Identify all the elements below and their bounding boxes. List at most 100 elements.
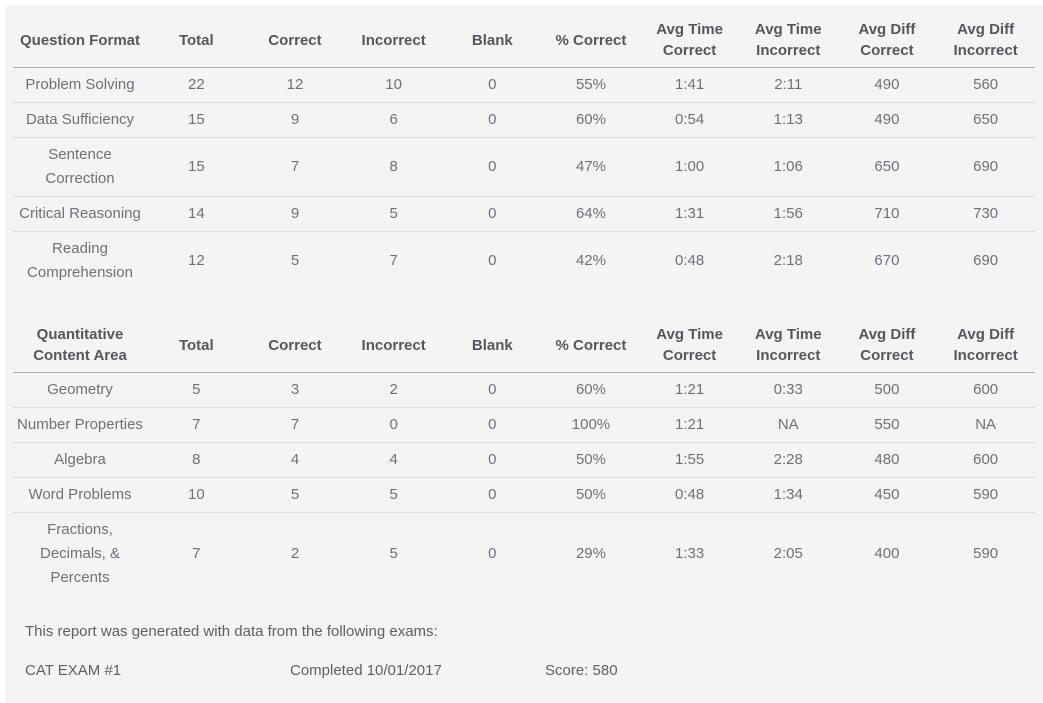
table-cell: 2:05: [773, 545, 803, 562]
table-row: Data Sufficiency 15 9 6 0 60% 0:54 1:13 490 650: [13, 102, 1035, 138]
table-cell: 1:31: [640, 196, 739, 232]
table-cell: 100%: [541, 407, 641, 443]
table-cell: 12: [245, 67, 345, 103]
table-cell: 0: [442, 196, 542, 232]
table-cell: 55%: [541, 67, 641, 103]
column-header: Avg Time Correct: [640, 318, 739, 373]
header-row: Quantitative Content Area Total Correct Inc…: [13, 318, 1035, 373]
table-cell: 0: [488, 252, 497, 269]
table-cell: 7: [245, 407, 345, 443]
table-cell: 0: [442, 477, 542, 513]
table-cell: 8: [344, 137, 443, 197]
row-label: Fractions, Decimals, & Percents: [39, 521, 121, 586]
column-header: Blank: [442, 13, 542, 68]
table-cell: 490: [837, 102, 937, 138]
exam-score: Score: 580: [545, 662, 618, 679]
table-cell: 0: [488, 545, 497, 562]
row-label: Critical Reasoning: [13, 196, 147, 232]
table-cell: 730: [936, 196, 1035, 232]
row-label: Reading Comprehension: [27, 240, 133, 281]
exam-row: CAT EXAM #1 Completed 10/01/2017 Score: …: [25, 660, 1035, 681]
table-cell: 22: [147, 67, 246, 103]
column-header: Blank: [442, 318, 542, 373]
table-cell: 690: [936, 137, 1035, 197]
table-cell: 0: [442, 407, 542, 443]
row-label: Number Properties: [13, 407, 147, 443]
table-cell: 2: [344, 372, 443, 408]
table-cell: 600: [936, 442, 1035, 478]
column-header: Avg Time Incorrect: [738, 13, 838, 68]
table-row: Algebra 8 4 4 0 50% 1:55 2:28 480 600: [13, 442, 1035, 478]
table-cell: 4: [344, 442, 443, 478]
table-row: Word Problems 10 5 5 0 50% 0:48 1:34 450 590: [13, 477, 1035, 513]
column-header: Incorrect: [344, 13, 443, 68]
table-cell: 1:33: [675, 545, 705, 562]
table-row: Critical Reasoning 14 9 5 0 64% 1:31 1:56 710 730: [13, 196, 1035, 232]
column-header: Avg Diff Incorrect: [936, 318, 1035, 373]
row-label: Data Sufficiency: [13, 102, 147, 138]
header-row: Question Format Total Correct Incorrect Blan…: [13, 13, 1035, 68]
column-header: Correct: [245, 13, 345, 68]
table-cell: 5: [389, 545, 398, 562]
table-row: Fractions, Decimals, & Percents 7 2 5 0 29% 1:…: [13, 513, 1035, 596]
table-cell: 15: [147, 137, 246, 197]
column-header: Total: [147, 13, 246, 68]
table-cell: 5: [344, 477, 443, 513]
table-cell: 50%: [541, 442, 641, 478]
table-cell: 5: [290, 252, 300, 269]
column-header: % Correct: [541, 13, 641, 68]
column-header: Avg Diff Correct: [837, 318, 937, 373]
table-cell: 1:41: [640, 67, 739, 103]
table-cell: 5: [147, 372, 246, 408]
table-cell: 50%: [541, 477, 641, 513]
table-cell: 1:55: [640, 442, 739, 478]
exam-name: CAT EXAM #1: [25, 662, 122, 679]
table-cell: 650: [837, 137, 937, 197]
table-cell: 0:54: [640, 102, 739, 138]
table-row: Number Properties 7 7 0 0 100% 1:21 NA 550 NA: [13, 407, 1035, 443]
row-label: Algebra: [13, 442, 147, 478]
column-header: Correct: [245, 318, 345, 373]
table-cell: 0:48: [640, 477, 739, 513]
table-cell: 590: [973, 545, 999, 562]
table-cell: 0: [344, 407, 443, 443]
column-header: Avg Diff Correct: [837, 13, 937, 68]
row-label: Geometry: [13, 372, 147, 408]
table-cell: 5: [344, 196, 443, 232]
table-cell: 480: [837, 442, 937, 478]
table-cell: 650: [936, 102, 1035, 138]
table-cell: 7: [245, 137, 345, 197]
table-row: Sentence Correction 15 7 8 0 47% 1:00 1:06 650 69…: [13, 137, 1035, 197]
table-cell: 3: [245, 372, 345, 408]
table-cell: 7: [147, 407, 246, 443]
table-cell: 10: [344, 67, 443, 103]
table-cell: 9: [245, 196, 345, 232]
table-cell: 29%: [575, 545, 606, 562]
column-header: Total: [147, 318, 246, 373]
column-header: Avg Time Correct: [640, 13, 739, 68]
table-cell: NA: [738, 407, 838, 443]
column-header: Avg Diff Incorrect: [936, 13, 1035, 68]
column-header: Quantitative Content Area: [13, 318, 147, 373]
table-cell: 0: [442, 137, 542, 197]
table-cell: 15: [147, 102, 246, 138]
row-label: Problem Solving: [13, 67, 147, 103]
table-cell: 590: [936, 477, 1035, 513]
table-cell: 7: [389, 252, 398, 269]
table-cell: 0:33: [738, 372, 838, 408]
table-cell: 2:11: [738, 67, 838, 103]
table-cell: 690: [973, 252, 999, 269]
table-cell: 1:06: [738, 137, 838, 197]
quantitative-content-area-table: Quantitative Content Area Total Correct Inc…: [13, 318, 1035, 595]
table-cell: 670: [874, 252, 900, 269]
table-cell: 1:00: [640, 137, 739, 197]
table-cell: 12: [187, 252, 205, 269]
table-cell: 6: [344, 102, 443, 138]
report-surface: Question Format Total Correct Incorrect Blan…: [5, 5, 1043, 703]
table-cell: 0: [442, 442, 542, 478]
exam-completed-date: Completed 10/01/2017: [290, 662, 442, 679]
table-cell: 2:18: [773, 252, 803, 269]
table-cell: 47%: [541, 137, 641, 197]
table-cell: 10: [147, 477, 246, 513]
question-format-table: Question Format Total Correct Incorrect Blan…: [13, 13, 1035, 290]
